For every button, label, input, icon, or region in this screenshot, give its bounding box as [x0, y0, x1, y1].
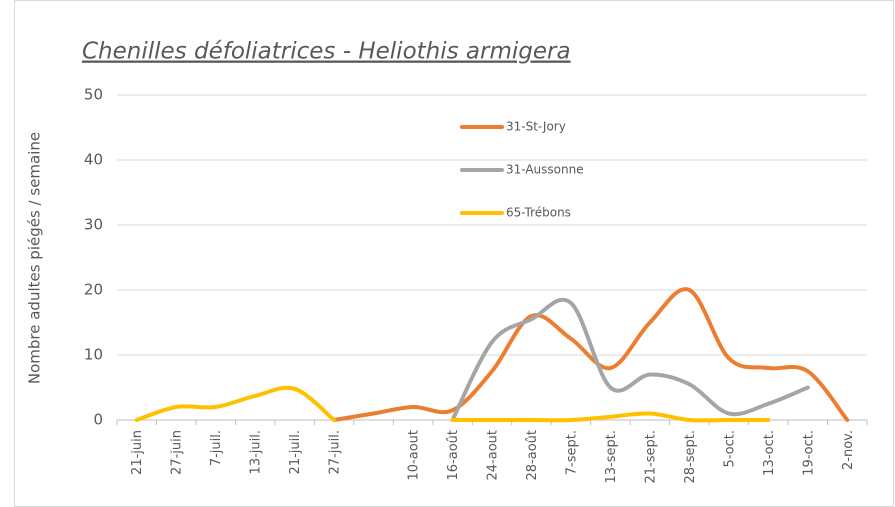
x-tick-label: 21-sept. — [643, 430, 658, 484]
y-tick-label: 0 — [93, 411, 103, 429]
x-tick-label: 13-juil. — [249, 430, 264, 474]
y-tick-label: 40 — [84, 151, 103, 169]
x-tick-label: 7-sept. — [564, 430, 579, 475]
x-tick-label: 21-juin — [130, 430, 145, 475]
x-tick-label: 16-août — [446, 430, 461, 481]
x-tick-label: 24-aout — [486, 430, 501, 481]
y-tick-label: 50 — [84, 86, 103, 104]
series-line — [450, 297, 810, 422]
y-tick-label: 20 — [84, 281, 103, 299]
series-line — [450, 411, 771, 423]
x-tick-label: 10-aout — [407, 430, 422, 481]
x-tick-label: 5-oct. — [722, 430, 737, 468]
x-tick-label: 13-sept. — [604, 430, 619, 484]
y-axis-label: Nombre adultes piégés / semaine — [26, 132, 44, 384]
x-tick-label: 28-août — [525, 430, 540, 481]
y-tick-label: 30 — [84, 216, 103, 234]
legend-label: 65-Trébons — [506, 206, 571, 220]
x-tick-label: 21-juil. — [288, 430, 303, 474]
x-tick-label: 27-juin — [170, 430, 185, 475]
chart-frame — [14, 0, 894, 507]
x-tick-label: 7-juil. — [209, 430, 224, 466]
x-tick-label: 2-nov. — [841, 430, 856, 470]
chart-title: Chenilles défoliatrices - Heliothis armi… — [82, 39, 571, 65]
legend-label: 31-St-Jory — [506, 120, 566, 134]
x-tick-label: 28-sept. — [683, 430, 698, 484]
series-line — [134, 385, 337, 422]
x-tick-label: 19-oct. — [801, 430, 816, 476]
y-tick-label: 10 — [84, 346, 103, 364]
x-tick-label: 27-juil. — [328, 430, 343, 474]
x-tick-label: 13-oct. — [762, 430, 777, 476]
legend-label: 31-Aussonne — [506, 163, 584, 177]
